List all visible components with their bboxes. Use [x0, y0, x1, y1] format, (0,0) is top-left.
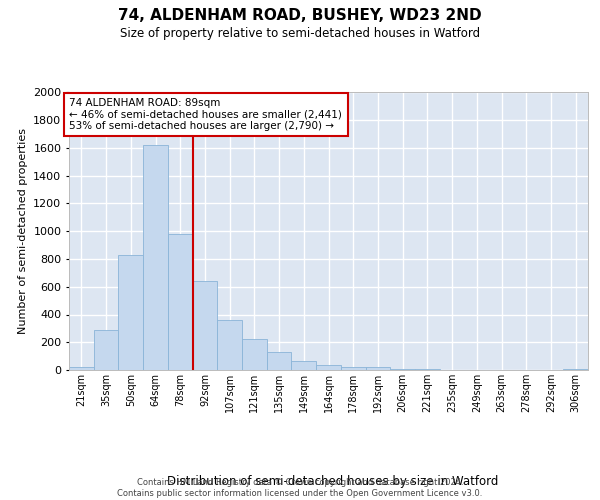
Bar: [267, 352, 292, 370]
Bar: [118, 255, 143, 370]
Y-axis label: Number of semi-detached properties: Number of semi-detached properties: [17, 128, 28, 334]
Bar: [292, 361, 316, 370]
Bar: [94, 330, 118, 370]
Bar: [316, 365, 341, 370]
Bar: [143, 145, 168, 370]
Bar: [168, 234, 193, 370]
Bar: [193, 281, 217, 370]
Text: Contains HM Land Registry data © Crown copyright and database right 2024.
Contai: Contains HM Land Registry data © Crown c…: [118, 478, 482, 498]
Text: 74 ALDENHAM ROAD: 89sqm
← 46% of semi-detached houses are smaller (2,441)
53% of: 74 ALDENHAM ROAD: 89sqm ← 46% of semi-de…: [70, 98, 343, 131]
Bar: [242, 339, 267, 370]
Text: Distribution of semi-detached houses by size in Watford: Distribution of semi-detached houses by …: [167, 474, 499, 488]
Text: 74, ALDENHAM ROAD, BUSHEY, WD23 2ND: 74, ALDENHAM ROAD, BUSHEY, WD23 2ND: [118, 8, 482, 22]
Bar: [390, 368, 415, 370]
Bar: [217, 320, 242, 370]
Text: Size of property relative to semi-detached houses in Watford: Size of property relative to semi-detach…: [120, 28, 480, 40]
Bar: [341, 366, 365, 370]
Bar: [365, 367, 390, 370]
Bar: [69, 367, 94, 370]
Bar: [563, 368, 588, 370]
